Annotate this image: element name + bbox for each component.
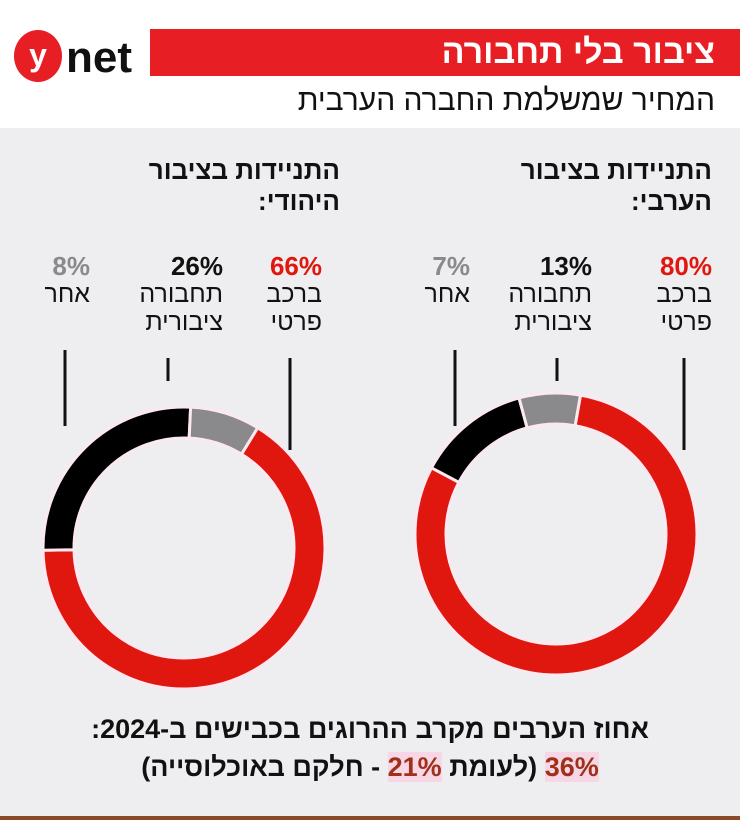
label-category: אחר <box>424 280 470 308</box>
subtitle: המחיר שמשלמת החברה הערבית <box>297 84 715 117</box>
label-value: 80% <box>659 251 712 281</box>
label-value: 7% <box>432 251 470 281</box>
label-category: אחר <box>44 280 90 308</box>
footer-end: - חלקם באוכלוסייה) <box>141 752 381 782</box>
label-value: 8% <box>52 251 90 281</box>
chart-title-arab: התניידות בציבור הערבי: <box>520 155 712 216</box>
footer-compare: 21% <box>387 752 442 782</box>
svg-text:net: net <box>66 33 132 82</box>
title-bar: ציבור בלי תחבורה <box>150 29 740 76</box>
donut-slice <box>517 391 583 430</box>
footer-line2: 36% (לעומת 21% - חלקם באוכלוסייה) <box>0 752 740 783</box>
label-category: תחבורה ציבורית <box>508 280 592 336</box>
chart-panel: התניידות בציבור הערבי: התניידות בציבור ה… <box>0 128 740 820</box>
footer-value: 36% <box>544 752 599 782</box>
donut-slice <box>41 425 327 691</box>
label-category: תחבורה ציבורית <box>139 280 223 336</box>
svg-text:y: y <box>29 37 47 73</box>
footer-line1: אחוז הערבים מקרב ההרוגים בכבישים ב-2024: <box>91 714 649 744</box>
label-category: ברכב פרטי <box>656 280 712 336</box>
donut-slice <box>187 405 260 457</box>
label-value: 13% <box>539 251 592 281</box>
chart-title-jewish: התניידות בציבור היהודי: <box>148 155 340 216</box>
footer-mid: (לעומת <box>449 752 538 782</box>
donut-charts <box>41 350 699 691</box>
donut-slice <box>429 396 529 485</box>
ynet-logo: y net <box>12 30 147 82</box>
donut-slice <box>413 393 699 677</box>
donut-slice <box>41 405 193 552</box>
label-category: ברכב פרטי <box>266 280 322 336</box>
label-value: 66% <box>269 251 322 281</box>
label-value: 26% <box>170 251 223 281</box>
